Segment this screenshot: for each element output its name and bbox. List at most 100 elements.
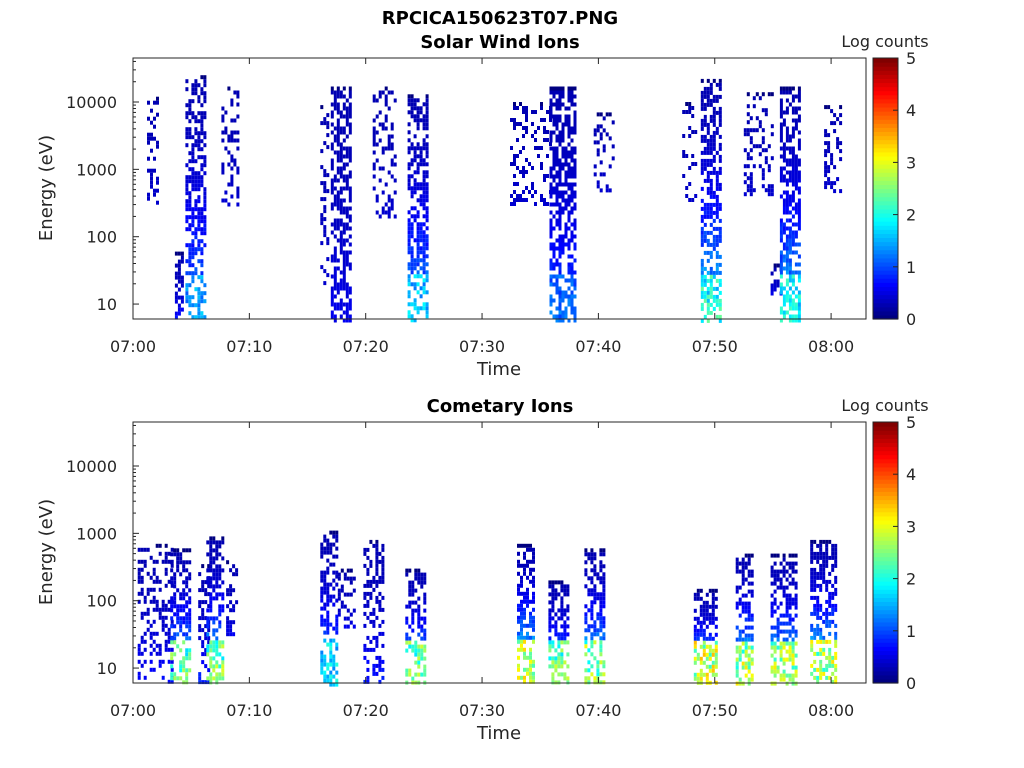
heatmap-cell: [531, 110, 534, 114]
heatmap-cell: [560, 596, 564, 601]
heatmap-cell: [174, 263, 178, 268]
heatmap-cell: [419, 182, 423, 187]
heatmap-cell: [711, 604, 715, 609]
heatmap-cell: [828, 555, 832, 560]
heatmap-cell: [702, 652, 706, 657]
heatmap-cell: [782, 110, 786, 115]
heatmap-cell: [785, 601, 789, 606]
heatmap-cell: [188, 303, 192, 308]
heatmap-cell: [197, 99, 201, 104]
heatmap-cell: [422, 102, 426, 107]
heatmap-cell: [170, 583, 174, 588]
heatmap-cell: [822, 611, 826, 616]
heatmap-cell: [834, 639, 838, 644]
heatmap-cell: [340, 604, 344, 609]
heatmap-cell: [776, 621, 780, 626]
heatmap-cell: [422, 194, 426, 199]
heatmap-cell: [378, 667, 382, 672]
heatmap-cell: [828, 591, 832, 596]
heatmap-cell: [185, 291, 189, 296]
heatmap-cell: [549, 146, 553, 151]
heatmap-cell: [185, 676, 189, 681]
heatmap-cell: [744, 601, 748, 606]
heatmap-cell: [816, 559, 820, 564]
colorbar-tick-label: 5: [906, 49, 916, 68]
heatmap-cell: [788, 274, 792, 279]
heatmap-cell: [708, 616, 712, 621]
colorbar-tick-label: 2: [906, 570, 916, 589]
colorbar-segment: [873, 593, 898, 598]
heatmap-cell: [822, 639, 826, 644]
heatmap-cell: [785, 218, 789, 223]
heatmap-cell: [602, 620, 606, 625]
heatmap-cell: [161, 627, 165, 632]
heatmap-cell: [215, 564, 219, 569]
heatmap-cell: [602, 588, 606, 593]
heatmap-cell: [706, 278, 710, 283]
heatmap-cell: [558, 142, 562, 147]
heatmap-cell: [212, 676, 216, 681]
heatmap-cell: [407, 174, 411, 179]
heatmap-cell: [519, 170, 522, 174]
heatmap-cell: [549, 278, 553, 283]
heatmap-cell: [218, 540, 222, 545]
colorbar-segment: [873, 621, 898, 627]
colorbar-segment: [873, 446, 898, 452]
heatmap-cell: [345, 154, 349, 159]
heatmap-cell: [752, 96, 756, 101]
y-axis-label: Energy (eV): [36, 135, 57, 241]
heatmap-cell: [390, 174, 394, 179]
heatmap-cell: [393, 190, 397, 195]
heatmap-cell: [782, 629, 786, 634]
heatmap-cell: [773, 661, 777, 666]
heatmap-cell: [561, 290, 565, 295]
heatmap-cell: [375, 98, 379, 103]
heatmap-cell: [204, 648, 208, 653]
heatmap-cell: [548, 620, 552, 625]
heatmap-cell: [345, 162, 349, 167]
heatmap-cell: [372, 623, 376, 628]
heatmap-cell: [194, 231, 198, 236]
heatmap-cell: [525, 126, 528, 130]
heatmap-cell: [332, 578, 336, 583]
heatmap-cell: [746, 132, 750, 137]
heatmap-cell: [185, 680, 189, 685]
heatmap-cell: [384, 102, 388, 107]
heatmap-cell: [191, 171, 195, 176]
heatmap-cell: [203, 95, 207, 100]
heatmap-cell: [419, 202, 423, 207]
heatmap-cell: [407, 266, 411, 271]
colorbar-segment: [873, 674, 898, 680]
heatmap-cell: [156, 144, 159, 149]
heatmap-cell: [788, 202, 792, 207]
heatmap-cell: [419, 150, 423, 155]
heatmap-cell: [158, 615, 162, 620]
heatmap-cell: [381, 559, 385, 564]
heatmap-cell: [779, 126, 783, 131]
heatmap-cell: [573, 114, 577, 119]
heatmap-cell: [715, 214, 719, 219]
heatmap-cell: [712, 238, 716, 243]
heatmap-cell: [411, 648, 415, 653]
heatmap-cell: [797, 174, 801, 179]
heatmap-cell: [197, 275, 201, 280]
heatmap-cell: [191, 271, 195, 276]
heatmap-cell: [570, 126, 574, 131]
heatmap-cell: [700, 266, 704, 271]
heatmap-cell: [200, 259, 204, 264]
heatmap-cell: [779, 138, 783, 143]
heatmap-cell: [703, 134, 707, 139]
heatmap-cell: [221, 660, 225, 665]
heatmap-cell: [549, 266, 553, 271]
heatmap-cell: [342, 310, 346, 315]
heatmap-cell: [791, 597, 795, 602]
heatmap-cell: [816, 607, 820, 612]
heatmap-cell: [770, 669, 774, 674]
heatmap-cell: [209, 656, 213, 661]
heatmap-cell: [209, 552, 213, 557]
heatmap-cell: [525, 198, 528, 202]
heatmap-cell: [702, 608, 706, 613]
heatmap-cell: [744, 617, 748, 622]
heatmap-cell: [523, 639, 526, 644]
heatmap-cell: [407, 310, 411, 315]
